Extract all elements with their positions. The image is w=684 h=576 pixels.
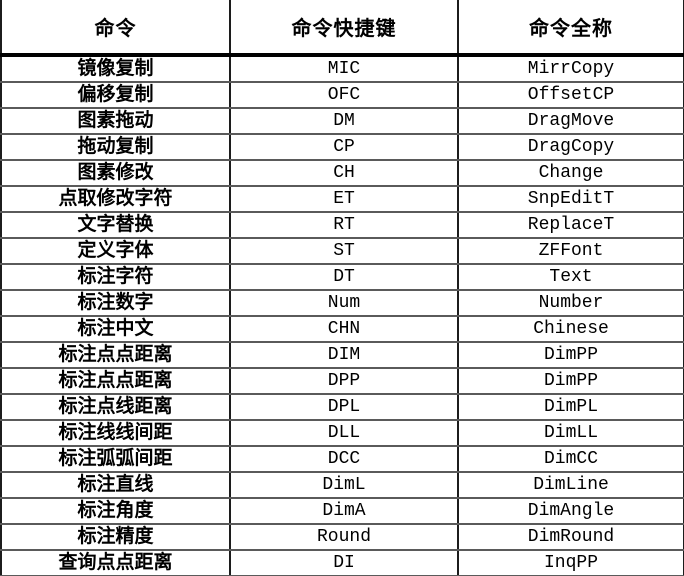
command-name-cell: 标注直线 [0,472,231,499]
table-row: 偏移复制 OFC OffsetCP [0,82,684,109]
shortcut-cell: CP [229,134,459,161]
table-row: 标注点点距离 DPP DimPP [0,368,684,395]
full-name-cell: MirrCopy [457,55,684,83]
full-name-cell: SnpEditT [457,186,684,213]
shortcut-cell: DimL [229,472,459,499]
full-name-cell: Number [457,290,684,317]
shortcut-cell: DLL [229,420,459,447]
table-row: 标注角度 DimA DimAngle [0,498,684,525]
full-name-cell: ZFFont [457,238,684,265]
table-row: 标注字符 DT Text [0,264,684,291]
table-row: 标注数字 Num Number [0,290,684,317]
full-name-cell: InqPP [457,550,684,576]
shortcut-cell: DT [229,264,459,291]
command-name-cell: 标注中文 [0,316,231,343]
command-name-cell: 标注弧弧间距 [0,446,231,473]
table-row: 拖动复制 CP DragCopy [0,134,684,161]
full-name-cell: OffsetCP [457,82,684,109]
command-name-cell: 标注线线间距 [0,420,231,447]
command-name-cell: 标注点线距离 [0,394,231,421]
shortcut-cell: CH [229,160,459,187]
column-header-shortcut: 命令快捷键 [229,0,459,57]
shortcut-cell: DimA [229,498,459,525]
full-name-cell: DimLL [457,420,684,447]
full-name-cell: DimLine [457,472,684,499]
table-row: 定义字体 ST ZFFont [0,238,684,265]
command-name-cell: 图素修改 [0,160,231,187]
command-name-cell: 标注数字 [0,290,231,317]
command-name-cell: 标注点点距离 [0,342,231,369]
command-name-cell: 标注字符 [0,264,231,291]
command-name-cell: 标注精度 [0,524,231,551]
command-name-cell: 标注角度 [0,498,231,525]
table-row: 标注弧弧间距 DCC DimCC [0,446,684,473]
shortcut-cell: CHN [229,316,459,343]
shortcut-cell: DI [229,550,459,576]
column-header-full-name: 命令全称 [457,0,684,57]
full-name-cell: Text [457,264,684,291]
table-row: 文字替换 RT ReplaceT [0,212,684,239]
command-name-cell: 图素拖动 [0,108,231,135]
table-row: 镜像复制 MIC MirrCopy [0,55,684,83]
command-name-cell: 点取修改字符 [0,186,231,213]
command-name-cell: 文字替换 [0,212,231,239]
shortcut-cell: Num [229,290,459,317]
shortcut-cell: DPP [229,368,459,395]
shortcut-cell: DM [229,108,459,135]
shortcut-cell: Round [229,524,459,551]
table-row: 图素修改 CH Change [0,160,684,187]
command-name-cell: 查询点点距离 [0,550,231,576]
full-name-cell: ReplaceT [457,212,684,239]
table-row: 标注点点距离 DIM DimPP [0,342,684,369]
command-name-cell: 偏移复制 [0,82,231,109]
table-row: 标注中文 CHN Chinese [0,316,684,343]
table-row: 标注点线距离 DPL DimPL [0,394,684,421]
shortcut-cell: MIC [229,55,459,83]
table-row: 图素拖动 DM DragMove [0,108,684,135]
shortcut-cell: ST [229,238,459,265]
full-name-cell: DimPL [457,394,684,421]
command-name-cell: 拖动复制 [0,134,231,161]
full-name-cell: DimRound [457,524,684,551]
full-name-cell: DragMove [457,108,684,135]
full-name-cell: DragCopy [457,134,684,161]
full-name-cell: DimPP [457,342,684,369]
full-name-cell: DimCC [457,446,684,473]
full-name-cell: Chinese [457,316,684,343]
command-name-cell: 标注点点距离 [0,368,231,395]
table-row: 标注直线 DimL DimLine [0,472,684,499]
table-header-row: 命令 命令快捷键 命令全称 [0,0,684,57]
shortcut-cell: DCC [229,446,459,473]
full-name-cell: DimPP [457,368,684,395]
command-table-body: 镜像复制 MIC MirrCopy 偏移复制 OFC OffsetCP 图素拖动… [0,55,684,576]
command-name-cell: 定义字体 [0,238,231,265]
table-row: 查询点点距离 DI InqPP [0,550,684,576]
shortcut-cell: DIM [229,342,459,369]
table-row: 点取修改字符 ET SnpEditT [0,186,684,213]
command-name-cell: 镜像复制 [0,55,231,83]
shortcut-cell: OFC [229,82,459,109]
full-name-cell: Change [457,160,684,187]
full-name-cell: DimAngle [457,498,684,525]
column-header-command: 命令 [0,0,231,57]
table-row: 标注精度 Round DimRound [0,524,684,551]
shortcut-cell: DPL [229,394,459,421]
shortcut-cell: ET [229,186,459,213]
shortcut-cell: RT [229,212,459,239]
table-row: 标注线线间距 DLL DimLL [0,420,684,447]
